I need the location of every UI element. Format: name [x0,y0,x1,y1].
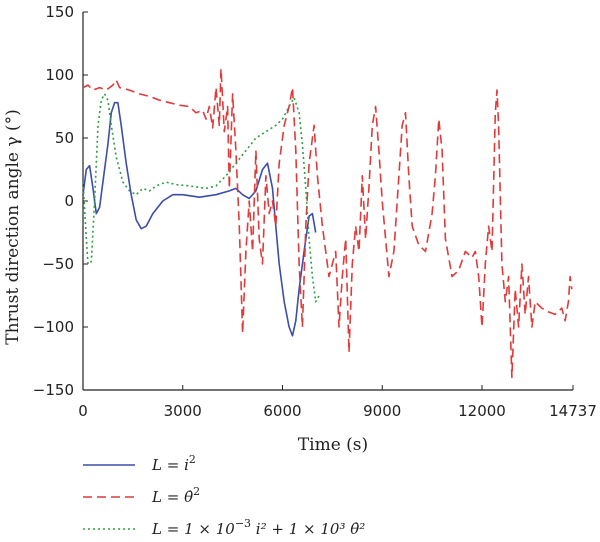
series-combined-line [82,93,320,303]
y-axis-title: Thrust direction angle γ (°) [3,109,23,344]
x-tick-label: 0 [78,402,88,420]
axes [82,12,573,391]
y-tick-label: 100 [45,66,74,84]
x-tick-label: 3000 [164,402,202,420]
y-tick-label: 0 [64,192,74,210]
legend-item-combined-label: L = 1 × 10−3 i² + 1 × 10³ θ̇² [151,517,365,538]
x-ticks: 0 3000 6000 9000 12000 14737 [78,385,597,420]
x-tick-label: 6000 [263,402,301,420]
y-ticks: 150 100 50 0 −50 −100 −150 [33,3,88,399]
x-tick-label: 12000 [458,402,506,420]
y-tick-label: −50 [42,255,74,273]
x-tick-label: 14737 [549,402,597,420]
y-tick-label: 150 [45,3,74,21]
y-tick-label: −100 [33,318,74,336]
legend-item-angular-rate-label: L = θ̇2 [151,485,200,506]
x-tick-label: 9000 [363,402,401,420]
legend-item-current-label: L = i2 [151,453,196,474]
y-axis-title-text: Thrust direction angle γ (°) [3,109,23,344]
y-tick-label: 50 [55,129,74,147]
series-current-line [82,101,317,337]
x-axis-title: Time (s) [298,435,368,455]
series-angular-rate-line [82,67,573,379]
y-tick-label: −150 [33,381,74,399]
plot-lines [82,67,573,379]
legend: L = i2 L = θ̇2 L = 1 × 10−3 i² + 1 × 10³ θ… [83,453,365,538]
